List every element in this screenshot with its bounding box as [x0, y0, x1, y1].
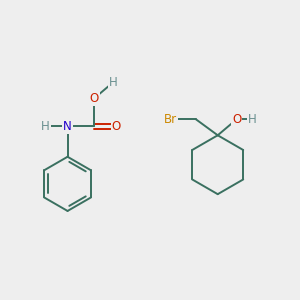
Text: H: H: [41, 120, 50, 133]
Text: O: O: [112, 120, 121, 133]
Text: N: N: [63, 120, 72, 133]
Text: Br: Br: [164, 112, 177, 126]
Text: O: O: [232, 112, 242, 126]
Text: H: H: [109, 76, 118, 89]
Text: O: O: [89, 92, 99, 105]
Text: H: H: [248, 112, 256, 126]
